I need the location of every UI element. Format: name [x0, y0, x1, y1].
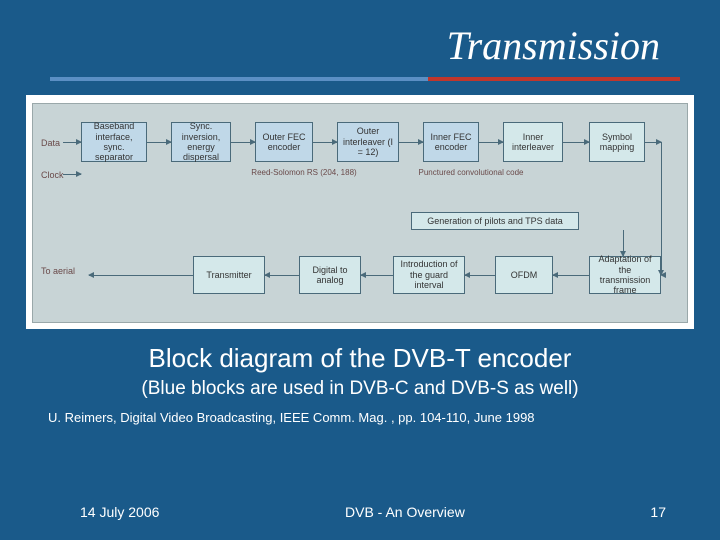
footer-page: 17: [650, 504, 666, 520]
side-label-0: Data: [41, 138, 60, 148]
row1-block-5: Inner interleaver: [503, 122, 563, 162]
footer: 14 July 2006 DVB - An Overview 17: [0, 504, 720, 520]
row1-note-2: Reed-Solomon RS (204, 188): [250, 168, 358, 177]
slide-title: Transmission: [0, 0, 720, 77]
row1-block-0: Baseband interface, sync. separator: [81, 122, 147, 162]
conn-v: [661, 142, 662, 275]
caption: Block diagram of the DVB-T encoder: [0, 329, 720, 376]
subcaption: (Blue blocks are used in DVB-C and DVB-S…: [0, 376, 720, 406]
block-diagram: Baseband interface, sync. separator Sync.…: [32, 103, 688, 323]
row2-arrow-1: [465, 275, 495, 276]
side-label-1: Clock: [41, 170, 64, 180]
row1-block-4: Inner FEC encoder: [423, 122, 479, 162]
clock-arrow: [63, 174, 81, 175]
row2-arrow-2: [361, 275, 393, 276]
row2-block-3: Digital to analog: [299, 256, 361, 294]
row1-arrow-4: [399, 142, 423, 143]
row1-block-3: Outer interleaver (I = 12): [337, 122, 399, 162]
side-label-2: To aerial: [41, 266, 75, 276]
row1-block-1: Sync. inversion, energy dispersal: [171, 122, 231, 162]
footer-center: DVB - An Overview: [345, 504, 465, 520]
citation: U. Reimers, Digital Video Broadcasting, …: [0, 406, 720, 425]
row1-block-6: Symbol mapping: [589, 122, 645, 162]
row2-arrow-0: [553, 275, 589, 276]
row2-block-2: Introduction of the guard interval: [393, 256, 465, 294]
row2-block-4: Transmitter: [193, 256, 265, 294]
row2-arrow-3: [265, 275, 299, 276]
pilots-arrow: [623, 230, 624, 256]
conn-h1: [645, 142, 661, 143]
row2-block-1: OFDM: [495, 256, 553, 294]
row2-arrow-4: [89, 275, 193, 276]
row1-note-4: Punctured convolutional code: [418, 168, 524, 177]
title-underline: [50, 77, 680, 81]
row1-arrow-2: [231, 142, 255, 143]
pilots-box: Generation of pilots and TPS data: [411, 212, 579, 230]
row1-arrow-1: [147, 142, 171, 143]
row1-arrow-0: [63, 142, 81, 143]
row2-block-0: Adaptation of the transmission frame: [589, 256, 661, 294]
footer-date: 14 July 2006: [80, 504, 159, 520]
row1-arrow-5: [479, 142, 503, 143]
diagram-container: Baseband interface, sync. separator Sync.…: [26, 95, 694, 329]
row1-arrow-3: [313, 142, 337, 143]
row1-block-2: Outer FEC encoder: [255, 122, 313, 162]
row1-arrow-6: [563, 142, 589, 143]
